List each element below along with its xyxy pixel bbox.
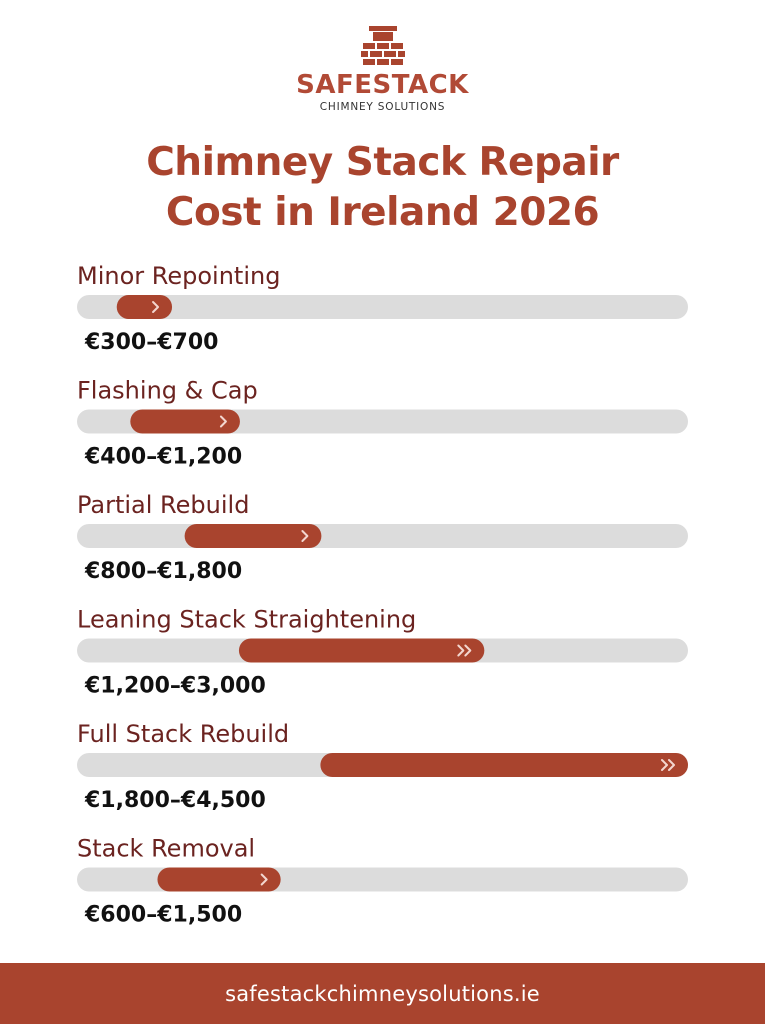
value-label: €600–€1,500 (84, 903, 242, 928)
category-label: Minor Repointing (77, 262, 280, 290)
category-label: Leaning Stack Straightening (77, 606, 416, 634)
bar-track (77, 524, 688, 548)
brand-name: SAFESTACK (296, 70, 469, 100)
category-label: Partial Rebuild (77, 491, 249, 519)
range-bar (130, 409, 240, 434)
footer-bar: safestackchimneysolutions.ie (0, 963, 765, 1024)
cost-range-chart: Minor Repointing €300–€700 Flashing & Cap €… (77, 262, 688, 928)
chevron-right-icon (260, 873, 268, 886)
chevron-right-icon (457, 644, 465, 657)
category-label: Full Stack Rebuild (77, 720, 289, 748)
range-bar (238, 638, 485, 663)
chimney-logo-icon (360, 26, 405, 65)
bar-track (77, 295, 688, 319)
range-bar (320, 753, 688, 777)
footer-url[interactable]: safestackchimneysolutions.ie (225, 981, 540, 1006)
value-label: €1,800–€4,500 (84, 788, 266, 813)
value-label: €800–€1,800 (84, 559, 242, 584)
chevron-right-icon (219, 415, 227, 428)
chevron-right-icon (152, 301, 160, 313)
brand-logo: SAFESTACK CHIMNEY SOLUTIONS (0, 26, 765, 114)
chevron-right-icon (668, 759, 675, 771)
chevron-right-icon (464, 644, 472, 657)
value-label: €300–€700 (84, 330, 218, 355)
chevron-right-icon (301, 530, 309, 542)
value-label: €400–€1,200 (84, 445, 242, 470)
range-bar (116, 295, 173, 319)
range-bar (157, 867, 281, 892)
range-bar (184, 524, 322, 548)
chart-title-line-2: Cost in Ireland 2026 (165, 190, 600, 235)
chart-title: Chimney Stack Repair Cost in Ireland 202… (0, 138, 765, 238)
brand-tagline: CHIMNEY SOLUTIONS (319, 101, 446, 113)
chart-title-line-1: Chimney Stack Repair (146, 140, 619, 185)
chevron-right-icon (661, 759, 668, 771)
category-label: Flashing & Cap (77, 377, 258, 405)
category-label: Stack Removal (77, 835, 255, 863)
value-label: €1,200–€3,000 (84, 674, 266, 699)
